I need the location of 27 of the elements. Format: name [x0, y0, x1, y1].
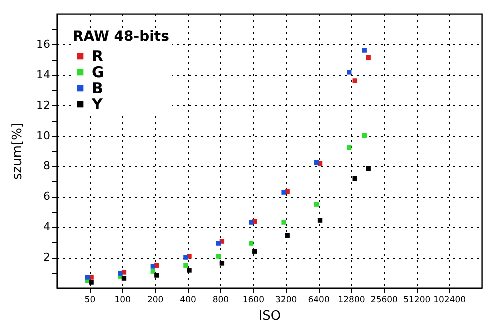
x-axis-title: ISO [258, 309, 282, 324]
x-tick-label: 12800 [338, 296, 366, 306]
x-tick-label: 51200 [404, 296, 431, 306]
y-tick-label: 12 [36, 98, 50, 112]
x-tick-label: 6400 [308, 296, 330, 306]
legend-label: Y [91, 96, 104, 114]
x-tick-label: 25600 [370, 296, 398, 306]
x-tick-label: 100 [114, 296, 131, 306]
x-tick-label: 50 [84, 296, 96, 306]
y-tick-label: 14 [36, 68, 50, 82]
x-tick-label: 3200 [276, 296, 298, 306]
legend-title: RAW 48-bits [73, 29, 170, 45]
y-tick-label: 6 [44, 190, 50, 204]
y-axis-title: szum[%] [10, 123, 26, 180]
y-tick-label: 8 [44, 160, 50, 173]
y-tick-label: 2 [44, 251, 50, 264]
y-tick-label: 10 [36, 129, 50, 142]
x-tick-label: 1600 [242, 296, 264, 306]
y-tick-label: 16 [36, 38, 50, 51]
x-tick-label: 800 [212, 296, 230, 306]
y-tick-label: 4 [44, 220, 50, 234]
legend-label: R [92, 48, 104, 66]
legend-label: B [92, 80, 104, 98]
x-tick-label: 200 [147, 296, 164, 306]
x-tick-label: 102400 [434, 296, 466, 306]
x-tick-label: 400 [180, 296, 196, 306]
legend-label: G [92, 64, 104, 82]
